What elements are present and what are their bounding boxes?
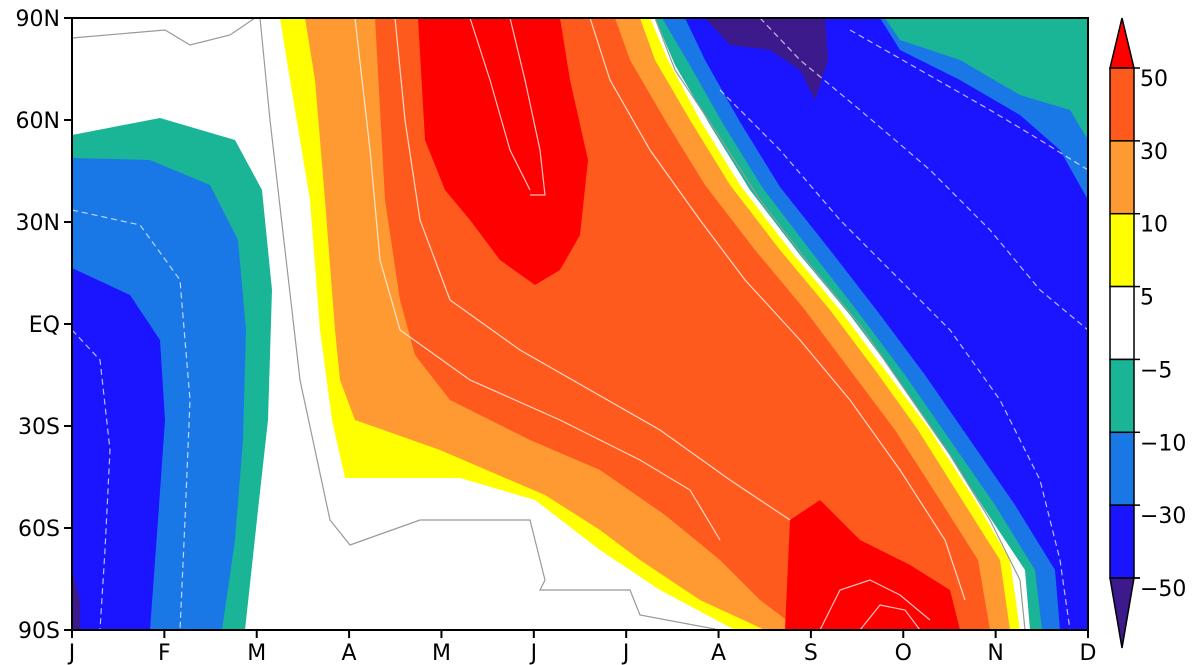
x-tick-label: J: [621, 641, 630, 665]
contour-line: [819, 579, 931, 630]
colorbar-label: −30: [1140, 504, 1186, 529]
contour-line: [859, 604, 921, 630]
contour-line-zero: [259, 18, 721, 630]
contour-band-minus-50-late: [705, 18, 828, 100]
contour-band-minus-30: [72, 268, 165, 630]
y-tick-label: EQ: [29, 313, 60, 338]
y-tick-label: 90S: [18, 619, 60, 644]
x-tick-label: D: [1080, 641, 1097, 665]
x-tick-label: F: [158, 641, 171, 665]
contour-line-dashed: [719, 89, 1071, 630]
contour-line-dashed: [849, 29, 1088, 171]
contour-band-plus-50-south: [785, 500, 960, 630]
x-tick-label: O: [895, 641, 912, 665]
colorbar-label: 30: [1140, 140, 1168, 165]
x-tick-label: M: [247, 641, 266, 665]
colorbar-extend-bottom: [1109, 577, 1135, 649]
x-tick-label: A: [711, 641, 726, 665]
colorbar-label: 10: [1140, 213, 1168, 238]
x-tick-label: J: [67, 641, 76, 665]
colorbar-extend-top: [1109, 17, 1135, 69]
contour-lines-negative: [72, 18, 1088, 630]
contour-line: [354, 18, 721, 541]
contour-lines-zero: [72, 18, 1026, 630]
contour-line: [394, 18, 791, 521]
colorbar-label: −5: [1140, 358, 1172, 383]
contour-line: [509, 18, 546, 196]
y-tick-label: 30N: [16, 211, 60, 236]
contour-band-plus-50-north: [418, 18, 588, 285]
contour-lines: [354, 18, 966, 630]
colorbar-label: 50: [1140, 67, 1168, 92]
x-tick-label: A: [342, 641, 357, 665]
colorbar-swatch: [1109, 285, 1135, 361]
colorbar-label: −50: [1140, 577, 1186, 602]
contour-line: [469, 18, 531, 191]
colorbar-swatch: [1109, 67, 1135, 142]
contour-line-zero: [654, 18, 1026, 630]
y-tick-label: 30S: [18, 415, 60, 440]
y-axis: 90N 60N 30N EQ 30S 60S 90S: [16, 7, 72, 644]
colorbar-swatch: [1109, 140, 1135, 215]
contour-line-dashed: [72, 329, 111, 630]
x-tick-label: J: [529, 641, 538, 665]
colorbar-swatch: [1109, 212, 1135, 288]
colorbar-swatch: [1109, 504, 1135, 579]
colorbar: 50 30 10 5 −5 −10 −30 −50: [1109, 17, 1186, 649]
y-tick-label: 60N: [16, 109, 60, 134]
colorbar-label: −10: [1140, 431, 1186, 456]
colorbar-label: 5: [1140, 286, 1154, 311]
y-tick-label: 60S: [18, 517, 60, 542]
contour-band-minus-30-late: [685, 18, 1088, 630]
contour-line-dashed: [759, 18, 1088, 331]
colorbar-swatch: [1109, 358, 1135, 434]
contour-fill-area: [72, 18, 1088, 630]
x-tick-label: S: [804, 641, 818, 665]
contour-line-zero: [72, 18, 256, 46]
colorbar-swatch: [1109, 431, 1135, 506]
contour-line: [589, 18, 966, 601]
x-tick-label: M: [432, 641, 451, 665]
x-tick-label: N: [987, 641, 1003, 665]
y-tick-label: 90N: [16, 7, 60, 32]
contour-band-minus-50: [72, 570, 80, 630]
